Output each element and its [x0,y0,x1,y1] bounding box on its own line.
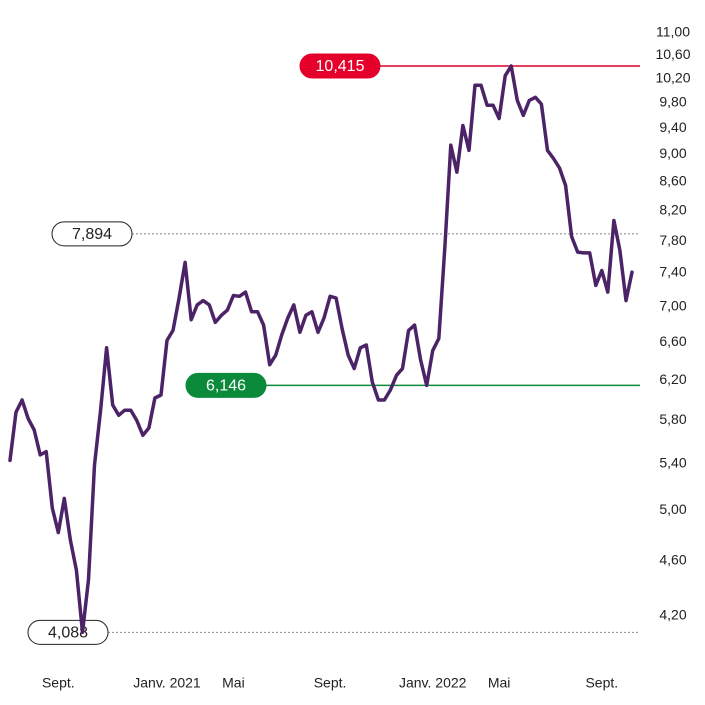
reference-pill [51,221,133,247]
x-tick-label: Sept. [314,675,347,691]
x-tick-label: Mai [488,675,511,691]
reference-label: 6,146 [206,378,246,395]
y-tick-label: 9,40 [659,119,686,135]
y-tick-label: 4,60 [659,552,686,568]
y-tick-label: 8,20 [659,202,686,218]
reference-pill [185,372,267,398]
y-tick-label: 9,00 [659,145,686,161]
y-tick-label: 7,00 [659,297,686,313]
price-line [8,64,634,635]
y-tick-label: 10,20 [655,69,690,85]
y-tick-label: 5,40 [659,454,686,470]
y-tick-label: 9,80 [659,94,686,110]
y-tick-label: 7,40 [659,264,686,280]
reference-pill [299,53,381,79]
y-tick-label: 11,00 [656,24,690,40]
reference-pill [27,619,109,645]
reference-label: 10,415 [316,58,365,75]
x-tick-label: Sept. [585,675,618,691]
x-tick-label: Janv. 2021 [133,675,201,691]
x-tick-label: Janv. 2022 [399,675,467,691]
reference-label: 4,088 [48,625,88,642]
y-tick-label: 8,60 [659,173,686,189]
x-tick-label: Mai [222,675,245,691]
y-tick-label: 7,80 [659,232,686,248]
y-tick-label: 6,60 [659,333,686,349]
reference-label: 7,894 [72,226,112,243]
y-tick-label: 5,00 [659,501,686,517]
y-tick-label: 10,60 [655,46,690,62]
x-tick-label: Sept. [42,675,75,691]
y-tick-label: 6,20 [659,371,686,387]
y-tick-label: 5,80 [659,411,686,427]
y-tick-label: 4,20 [659,607,686,623]
